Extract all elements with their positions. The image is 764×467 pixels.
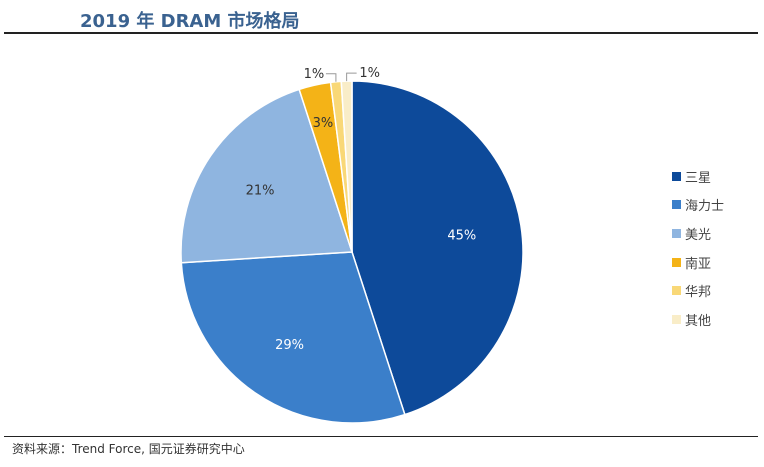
data-label: 29% [275, 338, 304, 353]
legend-label: 其他 [685, 313, 712, 329]
legend-swatch [672, 286, 681, 296]
source-note: 资料来源：Trend Force, 国元证券研究中心 [12, 442, 245, 456]
leader-line [346, 72, 357, 82]
pie-slice-2 [180, 88, 354, 264]
legend-swatch [672, 171, 681, 181]
leader-line [325, 73, 337, 82]
legend-item: 三星 [672, 162, 724, 191]
legend-label: 海力士 [685, 199, 725, 215]
legend-item: 海力士 [672, 191, 724, 220]
data-label: 1% [304, 67, 325, 82]
legend-swatch [672, 228, 681, 238]
legend-label: 南亚 [685, 256, 712, 272]
legend: 三星海力士美光南亚华邦其他 [672, 162, 724, 334]
legend-item: 美光 [672, 219, 724, 248]
legend-label: 美光 [685, 227, 712, 243]
pie-slice-1 [180, 251, 406, 424]
data-label: 3% [313, 116, 334, 131]
pie-slice-0 [351, 80, 524, 416]
legend-item: 南亚 [672, 248, 724, 277]
footer-rule [4, 436, 758, 437]
legend-label: 华邦 [685, 285, 712, 301]
legend-item: 华邦 [672, 276, 724, 305]
legend-swatch [672, 257, 681, 267]
title-rule [4, 32, 758, 34]
data-label: 21% [246, 184, 275, 199]
data-label: 45% [447, 229, 476, 244]
data-label: 1% [359, 66, 380, 81]
chart-title: 2019 年 DRAM 市场格局 [80, 11, 300, 32]
legend-item: 其他 [672, 305, 724, 334]
legend-swatch [672, 200, 681, 210]
legend-swatch [672, 314, 681, 324]
legend-label: 三星 [685, 170, 712, 186]
